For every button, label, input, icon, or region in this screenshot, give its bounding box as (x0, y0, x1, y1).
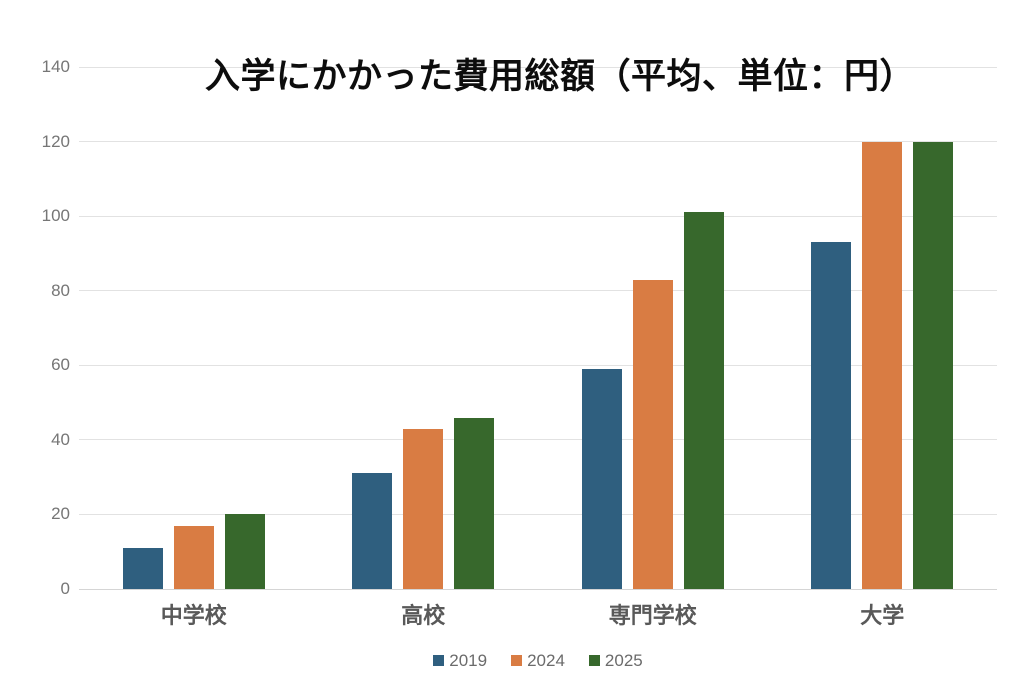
gridline (79, 588, 997, 590)
plot-area (79, 66, 997, 590)
gridline (79, 364, 997, 366)
category-label: 高校 (401, 603, 446, 628)
y-tick-label: 140 (41, 57, 70, 76)
category-label: 専門学校 (608, 603, 697, 628)
legend-swatch (588, 655, 600, 666)
legend-item: 2025 (588, 651, 643, 670)
gridline (79, 66, 997, 68)
bar (862, 141, 903, 589)
bar (811, 242, 852, 589)
y-tick-label: 60 (51, 355, 70, 375)
bar (913, 141, 954, 589)
legend-item: 2024 (511, 652, 565, 669)
legend-label: 2025 (604, 651, 643, 670)
gridline (79, 290, 997, 292)
bar (581, 369, 622, 589)
y-tick-label: 20 (51, 504, 70, 524)
bar (122, 548, 163, 589)
legend-swatch (511, 655, 523, 666)
y-tick-label: 0 (60, 579, 70, 598)
gridline (79, 141, 997, 143)
gridline (79, 513, 997, 515)
bar (352, 473, 393, 589)
category-label: 中学校 (160, 603, 227, 628)
category-label: 大学 (860, 603, 905, 628)
legend: 2019 2024 2025 (79, 652, 997, 669)
x-axis: 中学校 高校 専門学校 大学 (79, 598, 997, 632)
bar (173, 525, 214, 589)
y-tick-label: 120 (41, 131, 70, 151)
chart-title: 入学にかかった費用総額（平均、単位：円） (204, 57, 915, 96)
bar (403, 428, 444, 589)
legend-swatch (433, 655, 445, 666)
legend-item: 2019 (433, 652, 487, 669)
bar (683, 212, 724, 589)
bar (224, 514, 265, 589)
y-tick-label: 40 (51, 429, 70, 449)
gridline (79, 215, 997, 217)
y-tick-label: 100 (41, 206, 70, 226)
bar (454, 417, 495, 589)
legend-label: 2024 (527, 651, 565, 670)
legend-label: 2019 (449, 651, 488, 670)
gridline (79, 439, 997, 441)
y-tick-label: 80 (51, 280, 70, 300)
bar (632, 279, 673, 589)
